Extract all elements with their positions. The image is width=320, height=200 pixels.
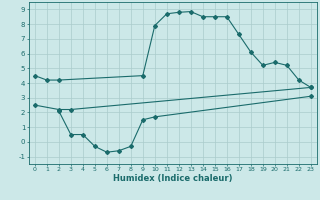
X-axis label: Humidex (Indice chaleur): Humidex (Indice chaleur) — [113, 174, 233, 183]
